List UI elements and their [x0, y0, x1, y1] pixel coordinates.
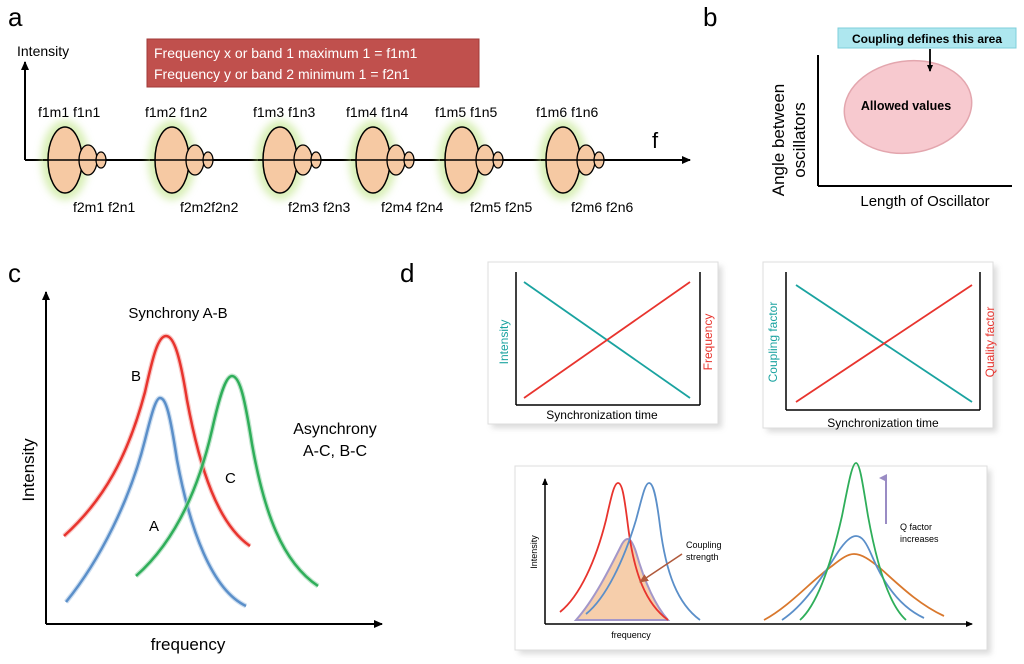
panel-b: b Angle between oscillators Length of Os…: [703, 2, 1017, 210]
panel-d-top-right: Coupling factor Quality factor Synchroni…: [762, 261, 997, 432]
oscillator-bottom-label: f2m5 f2n5: [470, 199, 532, 215]
legend-box: [146, 38, 480, 88]
tl-x-label: Synchronization time: [546, 408, 658, 422]
panel-c-y-label: Intensity: [19, 438, 38, 502]
panel-b-x-label: Length of Oscillator: [860, 193, 989, 210]
panel-c-x-label: frequency: [151, 635, 226, 654]
coupling-strength-line-2: strength: [686, 552, 719, 562]
q-factor-line-1: Q factor: [900, 522, 932, 532]
curve-a-blue-line: [65, 396, 247, 608]
panel-d-top-left: Intensity Frequency Synchronization time: [487, 261, 722, 428]
oscillator-bottom-label: f2m6 f2n6: [571, 199, 633, 215]
tl-red-line: [523, 281, 691, 399]
panel-a-legend: Frequency x or band 1 maximum 1 = f1m1 F…: [146, 38, 480, 88]
asynchrony-line-1: Asynchrony: [293, 421, 377, 438]
legend-line-1: Frequency x or band 1 maximum 1 = f1m1: [154, 45, 418, 61]
panel-d-bottom: Intensity frequency Coupling strength Q …: [514, 462, 991, 654]
allowed-values-oval: [843, 59, 973, 155]
legend-line-2: Frequency y or band 2 minimum 1 = f2n1: [154, 66, 410, 82]
oscillator-group: f1m2 f1n2 f2m2f2n2: [145, 104, 239, 215]
oscillator-group: f1m1 f1n1 f2m1 f2n1: [38, 104, 135, 215]
panel-b-letter: b: [703, 2, 717, 32]
tr-x-label: Synchronization time: [827, 416, 939, 430]
panel-c: c Intensity frequency Synchrony A-B B A …: [8, 258, 383, 654]
panel-a: a Intensity f Frequency x or band 1 maxi…: [8, 2, 691, 215]
panel-a-y-label: Intensity: [17, 43, 69, 59]
panel-d: d Intensity Frequency Synchronization ti…: [400, 258, 997, 654]
q-green-peak: [799, 462, 907, 621]
label-a: A: [149, 518, 159, 535]
tr-red-line: [795, 284, 973, 403]
card-top-right: [762, 261, 994, 429]
oscillator-top-label: f1m2 f1n2: [145, 104, 207, 120]
tr-y-label-right: Quality factor: [983, 307, 997, 378]
panel-a-x-label: f: [652, 128, 659, 153]
oscillator-top-label: f1m3 f1n3: [253, 104, 315, 120]
oscillator-top-label: f1m6 f1n6: [536, 104, 598, 120]
oscillator-bottom-label: f2m4 f2n4: [381, 199, 443, 215]
label-b: B: [131, 368, 141, 385]
oscillator-bottom-label: f2m1 f2n1: [73, 199, 135, 215]
q-factor-line-2: increases: [900, 534, 939, 544]
coupling-strength-arrow: [639, 553, 683, 583]
curve-c-green-line: [135, 374, 319, 588]
panel-d-letter: d: [400, 258, 414, 288]
label-c: C: [225, 470, 236, 487]
bottom-x-label: frequency: [611, 630, 651, 640]
bottom-blue-peak: [585, 482, 701, 621]
tl-y-label-right: Frequency: [701, 314, 715, 371]
oscillator-group: f1m5 f1n5 f2m5 f2n5: [435, 104, 532, 215]
oscillator-group: f1m6 f1n6 f2m6 f2n6: [536, 104, 633, 215]
asynchrony-line-2: A-C, B-C: [303, 443, 367, 460]
panel-a-letter: a: [8, 2, 23, 32]
panel-c-letter: c: [8, 258, 21, 288]
bottom-y-label: Intensity: [529, 535, 539, 569]
oscillator-top-label: f1m1 f1n1: [38, 104, 100, 120]
q-orange-peak: [763, 553, 945, 621]
coupling-box-label: Coupling defines this area: [852, 32, 1002, 46]
oscillator-top-label: f1m5 f1n5: [435, 104, 497, 120]
oscillator-bottom-label: f2m3 f2n3: [288, 199, 350, 215]
panel-b-y-label-1: Angle between: [769, 84, 788, 196]
card-bottom: [514, 465, 988, 651]
allowed-values-label: Allowed values: [861, 99, 951, 113]
panel-a-oscillator-groups: f1m1 f1n1 f2m1 f2n1 f1m2 f1n2 f2m2f2n2 f1m3 …: [38, 104, 633, 215]
oscillator-group: f1m4 f1n4 f2m4 f2n4: [346, 104, 443, 215]
tr-y-label-left: Coupling factor: [766, 302, 780, 383]
bottom-red-peak: [559, 482, 669, 621]
tl-y-label-left: Intensity: [497, 320, 511, 365]
panel-b-y-label-2: oscillators: [790, 102, 809, 178]
coupling-strength-line-1: Coupling: [686, 540, 722, 550]
panel-c-title: Synchrony A-B: [128, 305, 227, 322]
oscillator-top-label: f1m4 f1n4: [346, 104, 408, 120]
q-blue-peak: [781, 535, 925, 621]
oscillator-group: f1m3 f1n3 f2m3 f2n3: [253, 104, 350, 215]
curve-b-red-line: [63, 334, 251, 548]
coupling-box: [837, 27, 1017, 49]
oscillator-bottom-label: f2m2f2n2: [180, 199, 239, 215]
